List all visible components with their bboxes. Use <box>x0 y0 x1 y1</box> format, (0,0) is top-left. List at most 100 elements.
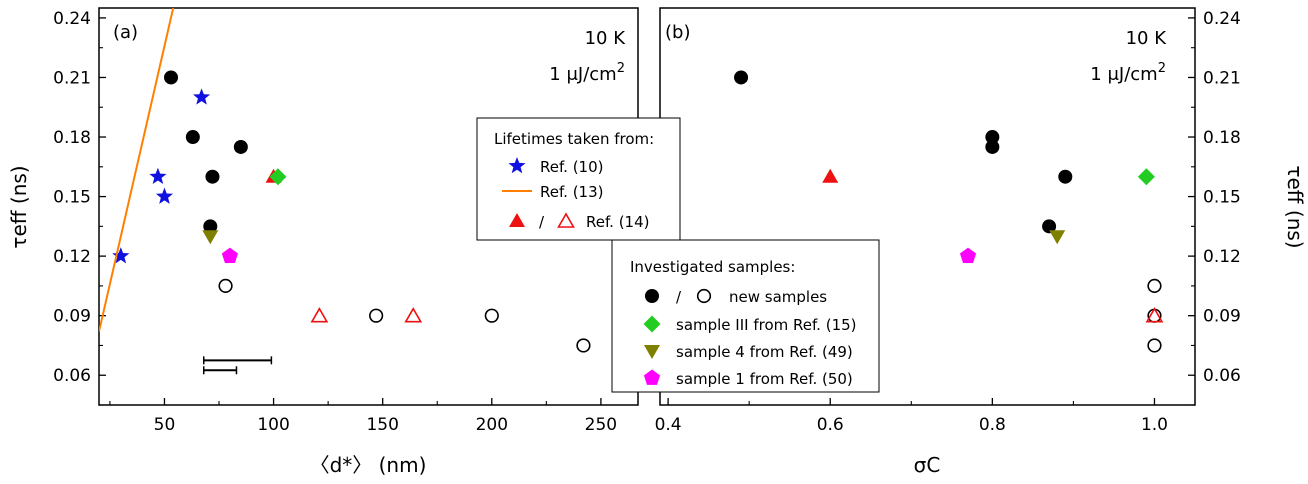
panel-b-xlabel: σC <box>914 453 941 477</box>
x-tick-label: 100 <box>257 415 289 435</box>
panel-a-temperature: 10 K <box>585 28 627 49</box>
data-point <box>112 247 130 264</box>
data-point <box>269 168 287 186</box>
legend-samples-box <box>611 239 880 393</box>
panel-a-data <box>99 8 591 375</box>
data-point <box>185 130 200 145</box>
x-tick-label: 150 <box>366 415 398 435</box>
x-tick-label: 0.6 <box>817 415 844 435</box>
y-tick-label: 0.18 <box>1203 128 1241 148</box>
data-point <box>1147 278 1162 294</box>
data-point <box>221 247 239 263</box>
y-tick-label: 0.21 <box>53 68 91 88</box>
panel-b: 0.4 0.6 0.8 1.0 0.06 0.09 0.12 0.15 0.18 0.21 0.24… <box>655 7 1307 477</box>
y-tick-label: 0.21 <box>1203 68 1241 88</box>
panel-a-fluence: 1 μJ/cm2 <box>549 61 625 85</box>
legend-triangle-down-icon <box>644 345 660 359</box>
data-point <box>203 219 218 234</box>
panel-b-fluence: 1 μJ/cm2 <box>1090 61 1166 85</box>
legend-samples-icons <box>643 288 712 385</box>
y-tick-label: 0.12 <box>1203 247 1241 267</box>
data-point <box>369 308 384 323</box>
legend-slash-ref14: / <box>539 213 545 231</box>
panel-b-temperature: 10 K <box>1126 28 1168 49</box>
data-point <box>484 308 499 323</box>
y-tick-label: 0.06 <box>53 366 91 386</box>
panel-a-xlabel: 〈d*〉 (nm) <box>310 453 427 477</box>
panel-b-fluence-text: 1 μJ/cm <box>1090 64 1157 85</box>
legend-lifetimes-title: Lifetimes taken from: <box>494 130 654 148</box>
panel-a-label: (a) <box>113 22 138 43</box>
legend-samples-title: Investigated samples: <box>630 258 795 276</box>
x-tick-label: 200 <box>476 415 508 435</box>
legend-item-new-samples: new samples <box>729 288 827 306</box>
data-point <box>164 70 179 85</box>
y-tick-label: 0.15 <box>1203 188 1241 208</box>
legend-samples: Investigated samples: / new samples samp… <box>611 239 880 393</box>
data-point <box>149 167 167 185</box>
data-point <box>310 307 329 323</box>
panel-a: 50 100 150 200 250 0.06 0.09 0.12 0.15 0.18 0.21 0.… <box>7 7 639 477</box>
panel-a-ylabel: τeff (ns) <box>7 165 31 248</box>
panel-b-axes: 0.4 0.6 0.8 1.0 0.06 0.09 0.12 0.15 0.18 0.21 0.24 <box>655 9 1241 435</box>
data-point <box>233 139 248 154</box>
y-tick-label: 0.12 <box>53 247 91 267</box>
legend-lifetimes: Lifetimes taken from: Ref. (10) Ref. (13… <box>476 117 681 241</box>
x-tick-label: 1.0 <box>1141 415 1168 435</box>
y-tick-label: 0.24 <box>1203 9 1241 29</box>
legend-item-sample-4: sample 4 from Ref. (49) <box>676 343 853 361</box>
data-point <box>205 169 220 184</box>
data-point <box>155 187 174 204</box>
y-tick-label: 0.24 <box>53 9 91 29</box>
panel-b-ylabel: τeff (ns) <box>1283 165 1307 248</box>
x-tick-label: 50 <box>154 415 176 435</box>
y-tick-label: 0.09 <box>1203 307 1241 327</box>
data-point <box>1137 168 1155 186</box>
panel-a-fluence-text: 1 μJ/cm <box>549 64 616 85</box>
legend-item-ref13: Ref. (13) <box>540 183 604 201</box>
data-point <box>193 88 211 105</box>
data-point <box>985 139 1000 154</box>
data-point <box>734 70 749 85</box>
panel-b-label: (b) <box>665 22 690 43</box>
legend-item-sample-iii: sample III from Ref. (15) <box>676 316 857 334</box>
legend-triangle-open-icon <box>557 212 575 228</box>
legend-triangle-filled-icon <box>509 213 525 227</box>
x-tick-label: 0.8 <box>979 415 1006 435</box>
x-tick-label: 0.4 <box>655 415 682 435</box>
y-tick-label: 0.18 <box>53 128 91 148</box>
legend-circle-open-icon <box>696 288 712 304</box>
y-tick-label: 0.09 <box>53 307 91 327</box>
data-point <box>404 307 423 323</box>
panel-a-axes: 50 100 150 200 250 0.06 0.09 0.12 0.15 0.18 0.21 0.… <box>53 9 617 435</box>
legend-star-icon <box>508 157 526 174</box>
data-point <box>985 130 1000 145</box>
y-tick-label: 0.06 <box>1203 366 1241 386</box>
legend-pentagon-icon <box>643 369 661 385</box>
legend-lifetimes-icons <box>502 157 575 228</box>
data-point <box>1049 230 1066 245</box>
x-tick-label: 250 <box>585 415 617 435</box>
legend-item-ref14: Ref. (14) <box>586 213 650 231</box>
data-point <box>1145 307 1164 323</box>
panel-a-fluence-exp: 2 <box>617 61 625 76</box>
data-point <box>959 247 977 263</box>
data-point <box>822 168 839 183</box>
data-point <box>202 230 219 245</box>
legend-lifetimes-box <box>476 117 681 241</box>
data-point <box>1058 169 1073 184</box>
data-point <box>1042 219 1057 234</box>
ref13-line <box>99 8 175 332</box>
panel-b-data <box>734 70 1164 353</box>
data-point <box>576 338 591 353</box>
legend-diamond-icon <box>643 315 661 333</box>
legend-item-ref10: Ref. (10) <box>540 158 604 176</box>
data-point <box>1147 338 1162 353</box>
data-point <box>218 278 233 294</box>
legend-item-sample-1: sample 1 from Ref. (50) <box>676 370 853 388</box>
y-tick-label: 0.15 <box>53 188 91 208</box>
panel-b-fluence-exp: 2 <box>1158 61 1166 76</box>
legend-slash-new: / <box>676 288 682 306</box>
legend-circle-filled-icon <box>645 289 659 303</box>
